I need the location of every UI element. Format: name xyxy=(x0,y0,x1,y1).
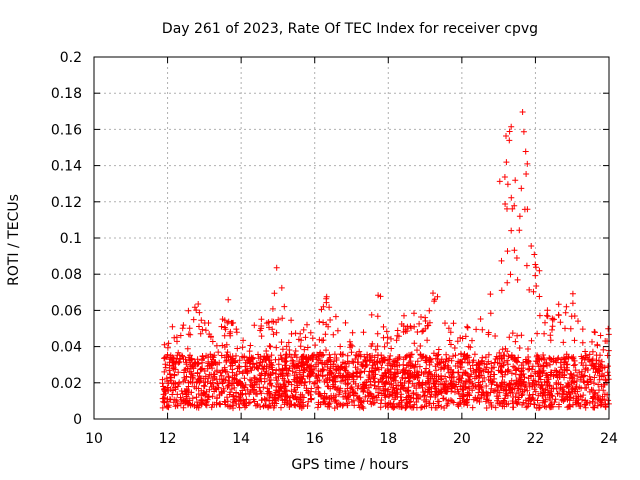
x-tick-label: 16 xyxy=(306,431,324,447)
y-tick-label: 0.16 xyxy=(51,122,82,138)
x-tick-label: 18 xyxy=(379,431,397,447)
y-tick-label: 0 xyxy=(73,412,82,428)
y-tick-label: 0.14 xyxy=(51,159,82,175)
y-tick-label: 0.2 xyxy=(60,50,82,66)
data-points xyxy=(159,109,612,412)
y-tick-label: 0.18 xyxy=(51,86,82,102)
chart-title: Day 261 of 2023, Rate Of TEC Index for r… xyxy=(162,21,538,37)
y-tick-label: 0.12 xyxy=(51,195,82,211)
y-tick-label: 0.06 xyxy=(51,303,82,319)
x-tick-labels: 10 12 14 16 18 20 22 24 xyxy=(85,431,618,447)
x-tick-label: 12 xyxy=(159,431,177,447)
y-tick-label: 0.1 xyxy=(60,231,82,247)
x-tick-label: 14 xyxy=(232,431,250,447)
x-tick-label: 20 xyxy=(453,431,471,447)
axis-ticks xyxy=(93,56,610,420)
x-axis-label: GPS time / hours xyxy=(291,457,408,473)
x-tick-label: 24 xyxy=(600,431,618,447)
y-tick-label: 0.08 xyxy=(51,267,82,283)
y-tick-labels: 0 0.02 0.04 0.06 0.08 0.1 0.12 0.14 0.16 0.18 0.2 xyxy=(51,50,82,428)
y-tick-label: 0.04 xyxy=(51,340,82,356)
roti-markers xyxy=(159,109,612,412)
x-tick-label: 10 xyxy=(85,431,103,447)
y-tick-label: 0.02 xyxy=(51,376,82,392)
x-tick-label: 22 xyxy=(527,431,545,447)
y-axis-label: ROTI / TECUs xyxy=(6,194,22,286)
